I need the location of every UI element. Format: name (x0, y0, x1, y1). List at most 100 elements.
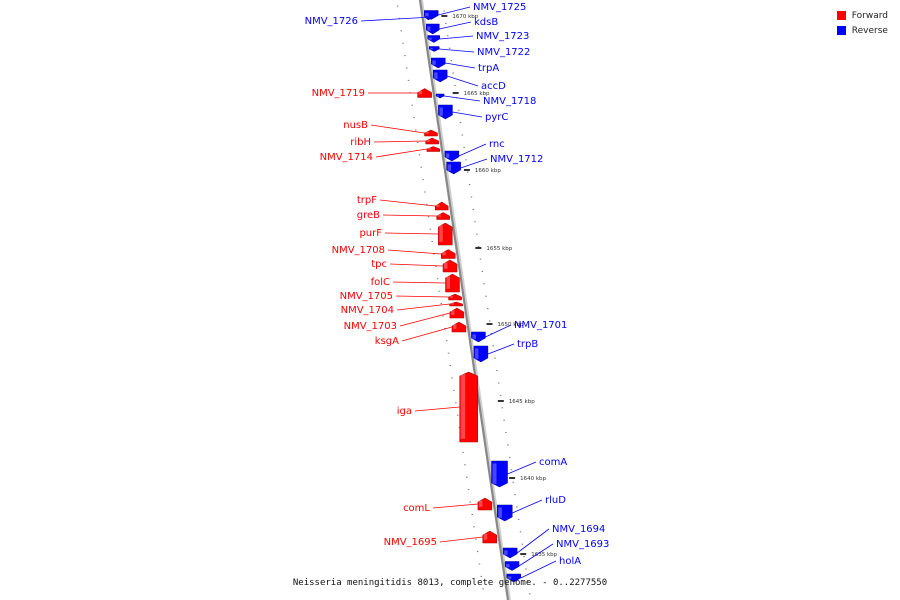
tick-label: 1635 kbp (531, 552, 557, 558)
gene-arrow-nmv-1695[interactable] (482, 530, 498, 544)
gene-arrow-nmv-1694[interactable] (502, 547, 518, 559)
gene-highlight (428, 37, 432, 40)
gene-label-nmv-1725[interactable]: NMV_1725 (473, 2, 526, 13)
gene-arrow-nmv-1693[interactable] (504, 561, 520, 571)
gene-label-nmv-1703[interactable]: NMV_1703 (344, 321, 397, 332)
gene-label-nmv-1723[interactable]: NMV_1723 (476, 31, 529, 42)
gene-label-accd[interactable]: accD (481, 81, 506, 92)
tick-label: 1670 kbp (452, 14, 478, 20)
gene-label-purf[interactable]: purF (359, 228, 382, 239)
gene-label-nmv-1722[interactable]: NMV_1722 (477, 47, 530, 58)
gene-arrow-rnc[interactable] (444, 150, 460, 162)
gene-arrow-rlud[interactable] (496, 504, 513, 522)
gene-arrow-trpa[interactable] (430, 57, 446, 69)
gene-highlight (460, 374, 466, 439)
label-leader (395, 295, 449, 298)
gene-label-kdsb[interactable]: kdsB (474, 17, 498, 28)
gene-label-ribh[interactable]: ribH (350, 137, 371, 148)
gene-arrow-coml[interactable] (477, 497, 493, 511)
gene-arrow-coma[interactable] (491, 460, 508, 488)
gene-label-rlud[interactable]: rluD (545, 495, 566, 506)
gene-label-trpf[interactable]: trpF (357, 195, 377, 206)
gene-label-nmv-1694[interactable]: NMV_1694 (552, 524, 605, 535)
gene-label-hola[interactable]: holA (559, 556, 581, 567)
gene-label-trpa[interactable]: trpA (478, 63, 499, 74)
gene-highlight (504, 550, 508, 555)
gene-arrow-nmv-1705[interactable] (448, 293, 462, 301)
gene-arrow-nmv-1701[interactable] (471, 331, 486, 343)
gene-arrow-nusb[interactable] (424, 129, 438, 137)
gene-highlight (437, 214, 441, 217)
gene-highlight (432, 60, 436, 65)
label-leader (439, 536, 483, 543)
tick-label: 1665 kbp (464, 91, 490, 97)
gene-arrow-kdsb[interactable] (426, 23, 440, 35)
gene-arrow-nmv-1718[interactable] (435, 93, 445, 99)
gene-label-rnc[interactable]: rnc (489, 139, 505, 150)
gene-highlight (427, 148, 432, 150)
gene-highlight (445, 153, 450, 158)
label-leader (512, 499, 543, 514)
gene-arrow-pyrc[interactable] (438, 104, 453, 120)
gene-label-tpc[interactable]: tpc (371, 259, 387, 270)
gene-label-folc[interactable]: folC (371, 277, 390, 288)
gene-highlight (446, 276, 451, 289)
gene-label-nmv-1726[interactable]: NMV_1726 (305, 16, 358, 27)
label-leader (370, 124, 425, 134)
gene-arrow-nmv-1722[interactable] (428, 46, 440, 52)
gene-arrow-greb[interactable] (436, 212, 450, 220)
gene-arrow-trpb[interactable] (473, 345, 489, 363)
gene-label-coml[interactable]: comL (403, 503, 430, 514)
gene-label-trpb[interactable]: trpB (517, 339, 538, 350)
gene-arrow-accd[interactable] (432, 69, 448, 83)
tick-label: 1640 kbp (520, 476, 546, 482)
legend-forward-label: Forward (851, 10, 888, 21)
gene-label-ksga[interactable]: ksgA (375, 336, 399, 347)
gene-highlight (430, 48, 433, 50)
gene-arrow-nmv-1723[interactable] (427, 35, 440, 43)
label-leader (396, 303, 450, 311)
gene-highlight (483, 533, 488, 540)
gene-highlight (425, 131, 429, 134)
gene-highlight (492, 463, 497, 484)
gene-label-nmv-1712[interactable]: NMV_1712 (490, 154, 543, 165)
label-leader (460, 158, 488, 169)
gene-label-nmv-1693[interactable]: NMV_1693 (556, 539, 609, 550)
gene-highlight (425, 12, 429, 17)
gene-label-greb[interactable]: greB (357, 210, 380, 221)
gene-label-nmv-1708[interactable]: NMV_1708 (332, 245, 385, 256)
legend-forward-swatch (836, 11, 846, 20)
gene-layer (417, 10, 522, 583)
gene-label-coma[interactable]: comA (539, 457, 567, 468)
gene-highlight (506, 563, 510, 568)
gene-label-nmv-1718[interactable]: NMV_1718 (483, 96, 536, 107)
gene-label-nmv-1695[interactable]: NMV_1695 (384, 537, 437, 548)
genome-caption: Neisseria meningitidis 8013, complete ge… (292, 578, 608, 588)
gene-arrow-nmv-1708[interactable] (441, 249, 456, 259)
gene-arrow-purf[interactable] (438, 222, 453, 246)
gene-arrow-ribh[interactable] (425, 137, 439, 145)
gene-arrow-iga[interactable] (459, 371, 478, 443)
legend-forward: Forward (836, 8, 888, 23)
gene-arrow-trpf[interactable] (434, 201, 449, 211)
label-leader (384, 232, 439, 235)
gene-arrow-folc[interactable] (445, 273, 460, 293)
gene-label-nmv-1705[interactable]: NMV_1705 (340, 291, 393, 302)
gene-label-nmv-1704[interactable]: NMV_1704 (341, 305, 394, 316)
gene-arrow-nmv-1714[interactable] (426, 146, 441, 152)
gene-label-nusb[interactable]: nusB (343, 120, 368, 131)
label-leader (444, 95, 481, 102)
gene-arrow-hola[interactable] (506, 573, 522, 583)
label-leader (375, 148, 427, 158)
gene-arrow-nmv-1712[interactable] (446, 161, 461, 175)
gene-label-pyrc[interactable]: pyrC (485, 112, 508, 123)
gene-label-nmv-1719[interactable]: NMV_1719 (312, 88, 365, 99)
gene-arrow-tpc[interactable] (442, 259, 458, 273)
gene-label-iga[interactable]: iga (397, 406, 412, 417)
gene-label-nmv-1714[interactable]: NMV_1714 (320, 152, 373, 163)
label-leader (432, 503, 478, 509)
gene-highlight (498, 507, 502, 518)
gene-label-nmv-1701[interactable]: NMV_1701 (514, 320, 567, 331)
label-leader (518, 543, 554, 567)
gene-highlight (474, 348, 479, 359)
